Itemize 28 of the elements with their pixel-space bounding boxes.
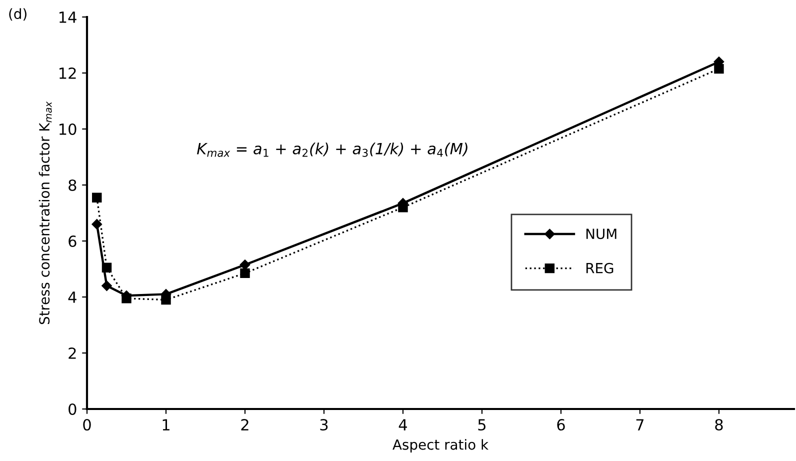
x-tick-label: 1 bbox=[162, 419, 170, 430]
y-tick-label: 10 bbox=[60, 123, 76, 136]
text: K$_{max}$ = a$_{1}$ + a$_{2}$(k) + a$_{3}$(1/k) + a$_{4}$(M) bbox=[196, 142, 468, 157]
x-tick-label: 7 bbox=[636, 419, 644, 430]
point bbox=[92, 219, 102, 230]
y-axis-title: Stress concentration factor K$_{max}$ bbox=[38, 101, 52, 324]
y-tick-label: 4 bbox=[68, 292, 76, 303]
x-tick-label: 3 bbox=[320, 418, 328, 431]
x-tick-label: 2 bbox=[241, 418, 248, 430]
x-tick-label: 6 bbox=[557, 418, 565, 431]
text: (d) bbox=[9, 8, 26, 21]
point bbox=[240, 260, 250, 270]
y-tick-label: 0 bbox=[68, 403, 76, 416]
y-tick-label: 8 bbox=[68, 179, 76, 192]
x-tick-label: 8 bbox=[715, 418, 723, 431]
point bbox=[92, 192, 102, 202]
x-tick-label: 5 bbox=[478, 419, 486, 431]
point bbox=[240, 268, 250, 278]
y-tick-label: 14 bbox=[60, 12, 76, 23]
x-axis-title: Aspect ratio k bbox=[392, 439, 488, 453]
legend-label: REG bbox=[586, 262, 614, 274]
y-tick-label: 6 bbox=[68, 235, 76, 248]
y-tick-label: 12 bbox=[60, 67, 76, 79]
x-tick-label: 4 bbox=[398, 419, 407, 430]
point bbox=[102, 280, 112, 291]
x-tick-label: 0 bbox=[83, 418, 91, 431]
y-tick-label: 2 bbox=[68, 347, 76, 359]
legend-label: NUM bbox=[586, 228, 616, 240]
